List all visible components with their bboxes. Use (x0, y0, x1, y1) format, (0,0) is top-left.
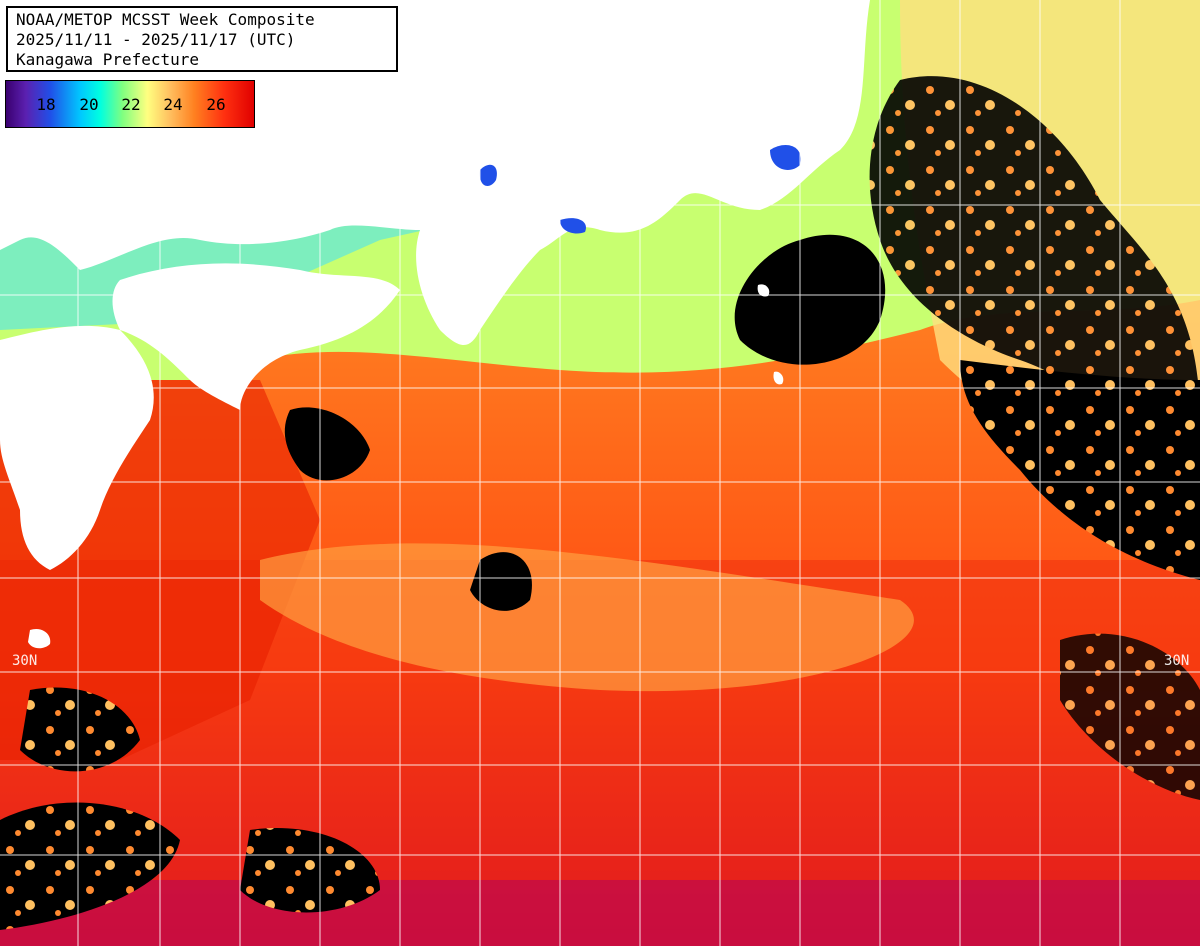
legend-tick: 26 (206, 95, 226, 114)
legend-tick: 20 (79, 95, 99, 114)
land-kyushu (0, 325, 154, 570)
lake-biwa (479, 164, 497, 186)
land-islet-b (773, 371, 784, 385)
cloud-mask-east-south (960, 360, 1200, 580)
cloud-mask-southeast (1060, 633, 1200, 800)
cloud-mask-east (869, 76, 1200, 425)
central-warm-tongue (260, 543, 914, 692)
legend-tick: 18 (36, 95, 56, 114)
title-product: NOAA/METOP MCSST Week Composite (16, 10, 315, 29)
purple-band (0, 880, 1200, 946)
longitude-label: 136E (480, 8, 496, 42)
cloud-mask-south-central (470, 552, 532, 611)
temperature-legend: 18 20 22 24 26 (5, 80, 255, 128)
latitude-label-right: 30N (1164, 653, 1190, 669)
land-small-island (28, 628, 51, 649)
cloud-mask-southwest (0, 802, 180, 930)
legend-tick: 22 (121, 95, 141, 114)
cloud-mask-south (240, 828, 380, 913)
latitude-label-left: 30N (12, 653, 38, 669)
title-date-range: 2025/11/11 - 2025/11/17 (UTC) (16, 30, 296, 49)
title-region: Kanagawa Prefecture (16, 50, 200, 69)
land-shikoku (112, 263, 400, 410)
title-box: NOAA/METOP MCSST Week Composite 2025/11/… (6, 6, 398, 72)
bay-ise (560, 218, 586, 234)
cloud-mask-center (284, 407, 370, 481)
cloud-mask-northeast (734, 234, 886, 365)
bay-suruga (770, 145, 801, 170)
cloud-mask-west (20, 687, 140, 772)
legend-tick: 24 (163, 95, 183, 114)
land-islet-a (757, 284, 770, 297)
